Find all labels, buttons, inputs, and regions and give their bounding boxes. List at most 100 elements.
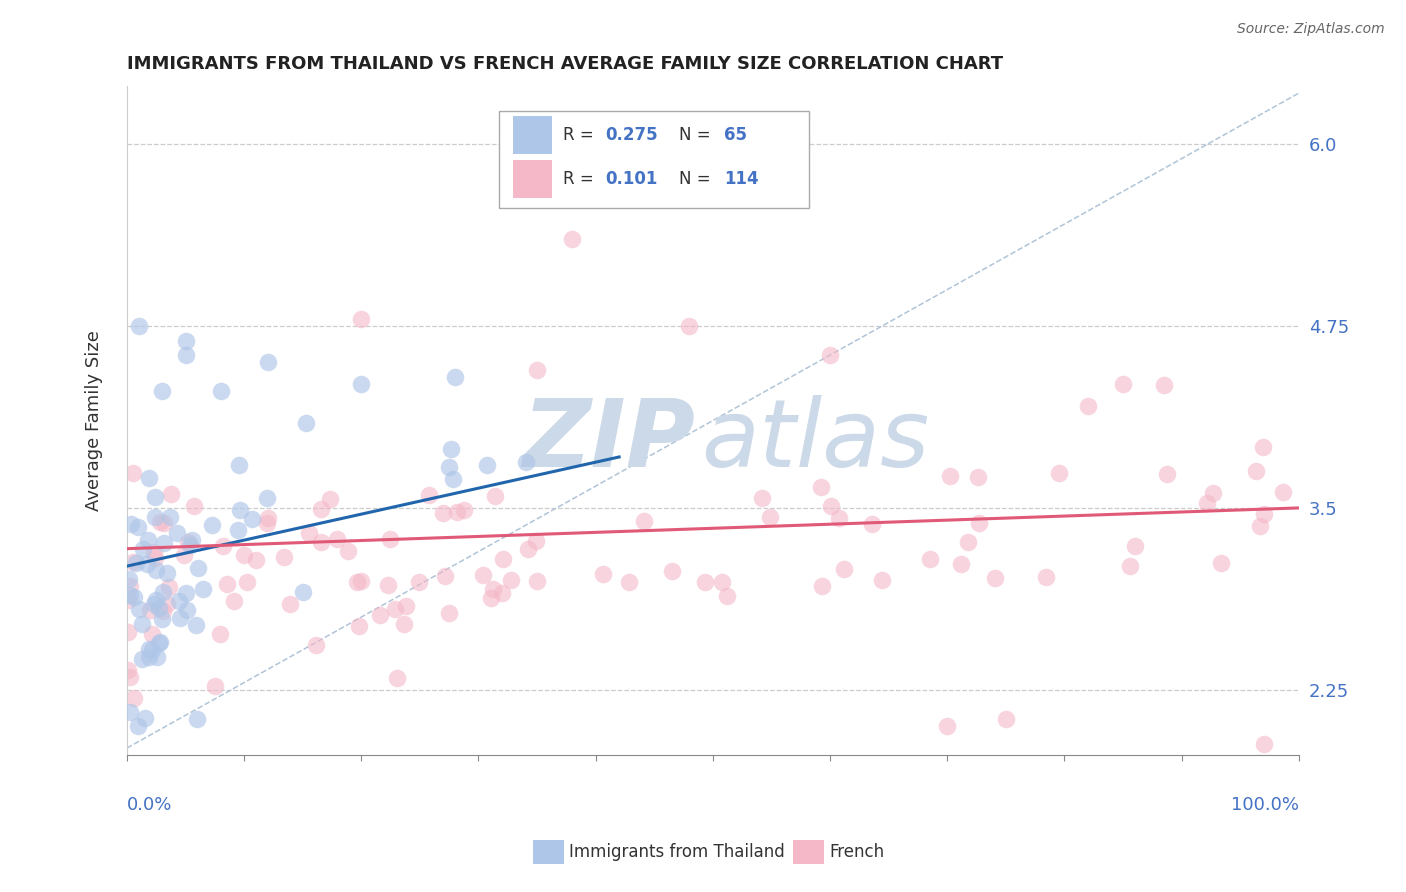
Text: R =: R = — [562, 126, 599, 145]
Point — [305, 639, 328, 653]
Point — [125, 556, 148, 570]
Point — [716, 589, 738, 603]
Point — [818, 348, 841, 362]
Point — [384, 602, 406, 616]
Point — [378, 533, 401, 547]
Point — [120, 706, 142, 720]
Point — [633, 514, 655, 528]
Text: 100.0%: 100.0% — [1230, 796, 1299, 814]
Point — [131, 652, 153, 666]
Point — [278, 597, 301, 611]
Point — [453, 503, 475, 517]
Point — [179, 538, 201, 552]
Point — [479, 591, 502, 605]
Point — [1253, 507, 1275, 521]
Point — [446, 505, 468, 519]
Text: 0.0%: 0.0% — [127, 796, 173, 814]
Point — [956, 535, 979, 549]
Point — [132, 542, 155, 557]
Point — [1197, 495, 1219, 509]
Point — [209, 384, 232, 399]
Point — [832, 562, 855, 576]
Point — [828, 511, 851, 525]
Point — [117, 663, 139, 677]
Point — [475, 458, 498, 472]
Text: 65: 65 — [724, 126, 748, 145]
Point — [1123, 540, 1146, 554]
Point — [184, 617, 207, 632]
Point — [153, 535, 176, 549]
Point — [292, 585, 315, 599]
Point — [966, 469, 988, 483]
Point — [326, 532, 349, 546]
Text: 114: 114 — [724, 170, 759, 188]
Text: 0.275: 0.275 — [606, 126, 658, 145]
Point — [524, 534, 547, 549]
Point — [1035, 570, 1057, 584]
Point — [918, 552, 941, 566]
Point — [157, 580, 180, 594]
Point — [309, 502, 332, 516]
Point — [434, 569, 457, 583]
Point — [150, 612, 173, 626]
Point — [181, 533, 204, 547]
Point — [418, 488, 440, 502]
Point — [141, 643, 163, 657]
Point — [350, 377, 373, 392]
Point — [173, 549, 195, 563]
Point — [152, 604, 174, 618]
Point — [143, 490, 166, 504]
Point — [661, 564, 683, 578]
Point — [295, 416, 318, 430]
Point — [392, 617, 415, 632]
Point — [143, 510, 166, 524]
Point — [759, 510, 782, 524]
Point — [309, 535, 332, 549]
Point — [242, 512, 264, 526]
Point — [122, 556, 145, 570]
Point — [349, 618, 371, 632]
Point — [441, 472, 464, 486]
Point — [811, 579, 834, 593]
Point — [228, 458, 250, 472]
Point — [368, 608, 391, 623]
Point — [127, 719, 149, 733]
Point — [1253, 440, 1275, 454]
Point — [617, 574, 640, 589]
Point — [561, 232, 583, 246]
Point — [517, 542, 540, 557]
Point — [432, 507, 454, 521]
Point — [1253, 737, 1275, 751]
Text: 0.101: 0.101 — [606, 170, 658, 188]
Point — [152, 516, 174, 530]
Point — [994, 712, 1017, 726]
Y-axis label: Average Family Size: Average Family Size — [86, 330, 103, 511]
Point — [346, 575, 368, 590]
Point — [232, 549, 254, 563]
Text: R =: R = — [562, 170, 599, 188]
Point — [117, 624, 139, 639]
Point — [444, 370, 467, 384]
Point — [695, 575, 717, 590]
Point — [217, 576, 239, 591]
Point — [148, 601, 170, 615]
Point — [177, 534, 200, 549]
Point — [377, 578, 399, 592]
Point — [156, 597, 179, 611]
Point — [131, 617, 153, 632]
Point — [143, 597, 166, 611]
Point — [437, 606, 460, 620]
Point — [134, 711, 156, 725]
Point — [257, 510, 280, 524]
Point — [1077, 399, 1099, 413]
Point — [159, 510, 181, 524]
Point — [118, 579, 141, 593]
Point — [1209, 557, 1232, 571]
Point — [174, 348, 197, 362]
Text: IMMIGRANTS FROM THAILAND VS FRENCH AVERAGE FAMILY SIZE CORRELATION CHART: IMMIGRANTS FROM THAILAND VS FRENCH AVERA… — [127, 55, 1002, 73]
Point — [176, 602, 198, 616]
Point — [120, 588, 142, 602]
Point — [166, 526, 188, 541]
Point — [492, 552, 515, 566]
Point — [408, 575, 430, 590]
